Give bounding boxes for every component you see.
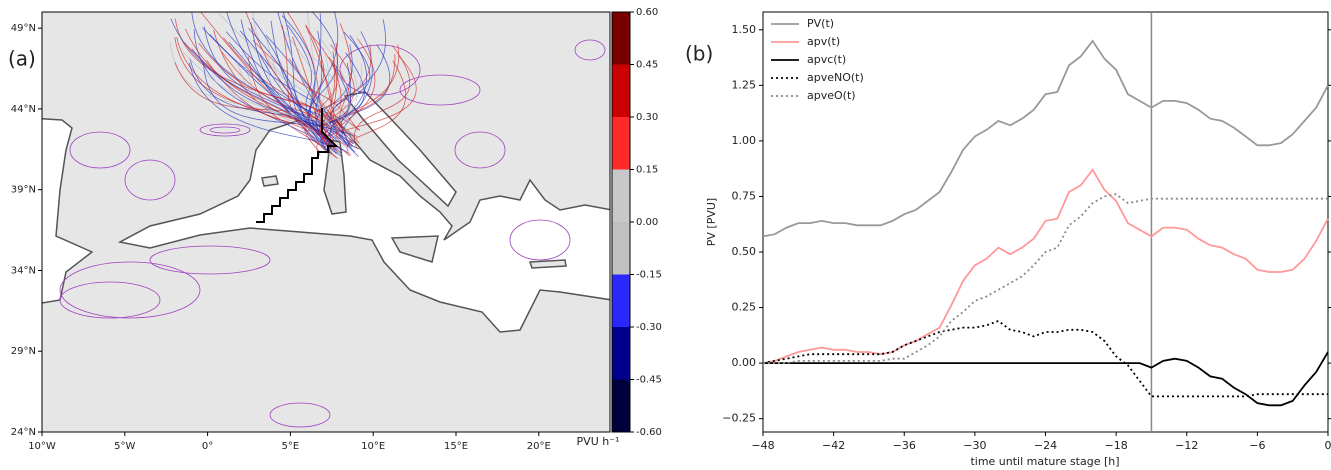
x-tick-label: −18 [1105,439,1128,452]
atlantic [42,117,94,304]
trajectory [307,12,338,137]
trajectory [241,54,321,140]
x-tick-label: −48 [751,439,774,452]
colorbar-tick-label: -0.60 [636,427,662,438]
panel-label: (b) [685,42,713,66]
y-tick-label: 24°N [11,427,36,438]
trajectory [184,42,333,149]
colorbar-segment [612,169,630,222]
trajectory [265,34,359,157]
y-tick-label: 0.75 [732,189,757,202]
trajectory [305,24,327,134]
legend-label: PV(t) [807,17,834,30]
colorbar-tick-label: -0.45 [636,375,662,386]
x-tick-label: −12 [1175,439,1198,452]
x-tick-label: −30 [963,439,986,452]
trajectory [306,12,351,151]
x-tick-label: −24 [1034,439,1057,452]
adriatic [343,91,457,208]
mediterranean [117,119,610,333]
colorbar-segment [612,64,630,117]
balearic [261,175,279,187]
colorbar-segment [612,222,630,275]
series-line [762,39,1329,238]
y-tick-label: −0.25 [722,412,756,425]
colorbar-tick-label: -0.30 [636,322,662,333]
colorbar-tick-label: 0.60 [636,7,658,18]
trajectory [286,24,331,143]
x-tick-label: 5°W [114,441,135,452]
y-tick-label: 1.50 [732,23,757,36]
series-line [762,319,1328,398]
map-frame [41,11,611,433]
y-tick-label: 34°N [11,265,36,276]
legend-label: apv(t) [807,35,840,48]
colorbar-tick-label: -0.15 [636,270,662,281]
trajectory [320,51,336,150]
y-tick-label: 1.00 [732,134,757,147]
x-tick-label: 20°E [527,441,551,452]
colorbar-label: PVU h⁻¹ [577,435,620,448]
y-tick-label: 49°N [11,23,36,34]
y-axis-label: PV [PVU] [705,198,718,246]
sicily [390,235,439,263]
x-axis-label: time until mature stage [h] [970,455,1119,468]
y-tick-label: 0.00 [732,356,757,369]
colorbar-segment [612,12,630,65]
colorbar-tick-label: 0.00 [636,217,658,228]
x-tick-label: 0° [202,441,213,452]
legend-label: apveO(t) [807,89,856,102]
trajectory [281,15,327,148]
trajectories [169,12,417,159]
legend-label: apvc(t) [807,53,846,66]
trajectory [315,30,325,148]
colorbar-segment [612,327,630,380]
trajectory [354,45,410,150]
trajectory [200,12,329,155]
trajectory [265,38,341,155]
y-tick-label: 1.25 [732,78,757,91]
y-tick-label: 39°N [11,185,36,196]
y-tick-label: 29°N [11,346,36,357]
corsica-sardinia [323,139,347,215]
trajectory [209,34,331,144]
x-tick-label: 10°W [28,441,56,452]
trajectory [334,63,362,132]
y-tick-label: 44°N [11,104,36,115]
contours [59,39,606,428]
series-line [762,168,1329,364]
colorbar-tick-label: 0.45 [636,60,658,71]
crete [528,259,567,269]
colorbar-segment [612,379,630,432]
x-tick-label: −42 [822,439,845,452]
trajectory [218,12,337,133]
panel-label: (a) [8,47,36,71]
colorbar-segment [612,274,630,327]
trajectory [328,60,358,134]
x-tick-label: −36 [893,439,916,452]
x-tick-label: 0 [1325,439,1331,452]
map [42,12,610,432]
colorbar-tick-label: 0.15 [636,165,658,176]
x-tick-label: 15°E [444,441,468,452]
y-tick-label: 0.25 [732,301,757,314]
colorbar-segment [612,117,630,170]
series-line [763,351,1329,407]
colorbar-tick-label: 0.30 [636,112,658,123]
trajectory [203,26,338,142]
x-tick-label: 10°E [361,441,385,452]
trajectory [305,25,353,148]
y-tick-label: 0.50 [732,245,757,258]
legend-label: apveNO(t) [807,71,864,84]
x-tick-label: 5°E [282,441,300,452]
cross-section [256,108,339,223]
series-line [763,193,1328,364]
x-tick-label: −6 [1249,439,1265,452]
trajectory [203,63,356,137]
trajectory [236,61,322,145]
trajectory [284,42,359,143]
trajectory [247,56,335,148]
